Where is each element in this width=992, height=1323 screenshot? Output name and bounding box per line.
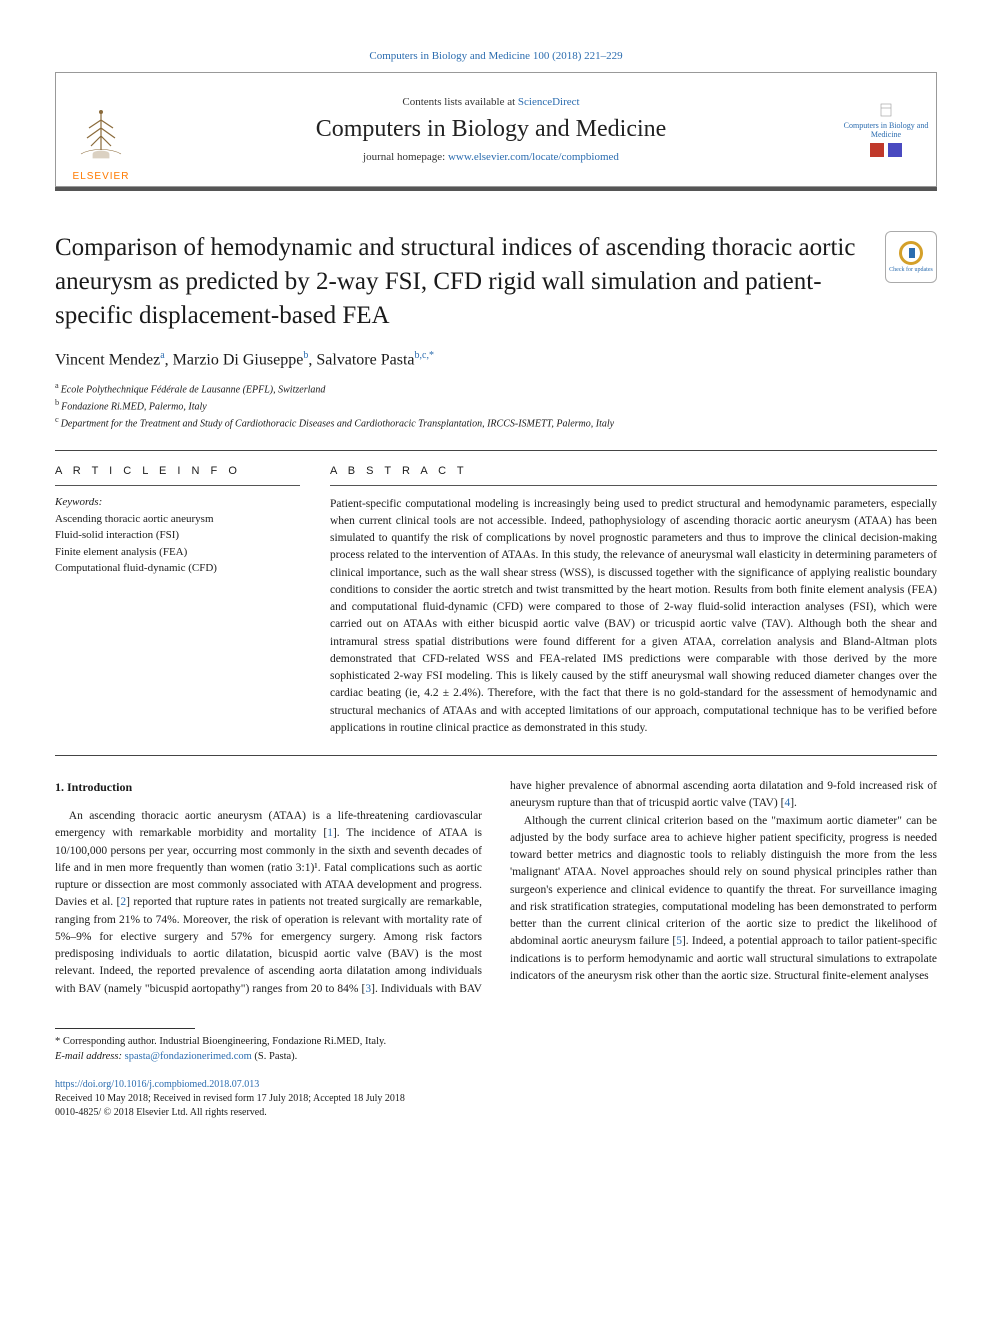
keywords-list: Ascending thoracic aortic aneurysm Fluid… xyxy=(55,511,300,577)
doi-link[interactable]: https://doi.org/10.1016/j.compbiomed.201… xyxy=(55,1079,259,1090)
authors-line: Vincent Mendeza, Marzio Di Giuseppeb, Sa… xyxy=(55,350,937,369)
abstract-header: A B S T R A C T xyxy=(330,465,937,477)
affiliations: aEcole Polythechnique Fédérale de Lausan… xyxy=(55,380,937,432)
body-text: ]. xyxy=(790,797,797,809)
email-name-suffix: (S. Pasta). xyxy=(252,1051,298,1062)
abstract-text: Patient-specific computational modeling … xyxy=(330,496,937,738)
corresponding-author-line: * Corresponding author. Industrial Bioen… xyxy=(55,1035,937,1050)
author-name: Vincent Mendez xyxy=(55,352,160,369)
check-updates-label: Check for updates xyxy=(889,267,933,273)
affiliation-c: Department for the Treatment and Study o… xyxy=(61,419,614,430)
contents-available-line: Contents lists available at ScienceDirec… xyxy=(402,96,579,108)
journal-header-box: ELSEVIER Contents lists available at Sci… xyxy=(55,72,937,187)
email-label: E-mail address: xyxy=(55,1051,125,1062)
header-citation: Computers in Biology and Medicine 100 (2… xyxy=(55,50,937,62)
copyright-line: 0010-4825/ © 2018 Elsevier Ltd. All righ… xyxy=(55,1106,937,1120)
journal-name: Computers in Biology and Medicine xyxy=(316,116,667,143)
elsevier-name: ELSEVIER xyxy=(73,171,130,182)
body-paragraph: Although the current clinical criterion … xyxy=(510,813,937,986)
keywords-label: Keywords: xyxy=(55,496,300,508)
author-aff-sup: b,c,* xyxy=(415,350,434,361)
elsevier-tree-icon xyxy=(66,101,136,171)
divider xyxy=(55,485,300,486)
header-rule xyxy=(55,187,937,191)
footnote-rule xyxy=(55,1028,195,1029)
sciencedirect-link[interactable]: ScienceDirect xyxy=(518,96,580,108)
affiliation-a: Ecole Polythechnique Fédérale de Lausann… xyxy=(61,384,326,395)
received-line: Received 10 May 2018; Received in revise… xyxy=(55,1092,937,1106)
article-title: Comparison of hemodynamic and structural… xyxy=(55,231,865,332)
divider xyxy=(55,755,937,756)
cover-mini-icon xyxy=(870,143,884,157)
section-heading: 1. Introduction xyxy=(55,778,482,796)
check-updates-badge[interactable]: Check for updates xyxy=(885,231,937,283)
abstract-column: A B S T R A C T Patient-specific computa… xyxy=(330,465,937,738)
footer-block: https://doi.org/10.1016/j.compbiomed.201… xyxy=(55,1078,937,1120)
body-text: ] reported that rupture rates in patient… xyxy=(55,896,482,994)
journal-cover-mark-icon xyxy=(878,102,894,118)
cover-mini-icon xyxy=(888,143,902,157)
body-text: Although the current clinical criterion … xyxy=(510,815,937,948)
header-center: Contents lists available at ScienceDirec… xyxy=(146,73,836,186)
journal-homepage-link[interactable]: www.elsevier.com/locate/compbiomed xyxy=(448,151,619,163)
keyword-item: Computational fluid-dynamic (CFD) xyxy=(55,560,300,577)
corresponding-footnote: * Corresponding author. Industrial Bioen… xyxy=(55,1035,937,1064)
body-columns: 1. Introduction An ascending thoracic ao… xyxy=(55,778,937,998)
divider xyxy=(330,485,937,486)
author-name: , Salvatore Pasta xyxy=(308,352,414,369)
homepage-prefix: journal homepage: xyxy=(363,151,448,163)
journal-cover-thumb: Computers in Biology and Medicine xyxy=(836,73,936,186)
keyword-item: Fluid-solid interaction (FSI) xyxy=(55,527,300,544)
affiliation-b: Fondazione Ri.MED, Palermo, Italy xyxy=(61,401,207,412)
journal-cover-icons xyxy=(870,143,902,157)
contents-prefix: Contents lists available at xyxy=(402,96,517,108)
article-info-column: A R T I C L E I N F O Keywords: Ascendin… xyxy=(55,465,300,738)
author-name: , Marzio Di Giuseppe xyxy=(165,352,304,369)
keyword-item: Finite element analysis (FEA) xyxy=(55,544,300,561)
divider xyxy=(55,450,937,451)
keyword-item: Ascending thoracic aortic aneurysm xyxy=(55,511,300,528)
article-info-header: A R T I C L E I N F O xyxy=(55,465,300,477)
author-email-link[interactable]: spasta@fondazionerimed.com xyxy=(125,1051,252,1062)
elsevier-logo-block: ELSEVIER xyxy=(56,73,146,186)
journal-cover-text: Computers in Biology and Medicine xyxy=(842,122,930,140)
check-updates-icon xyxy=(899,241,923,265)
journal-homepage-line: journal homepage: www.elsevier.com/locat… xyxy=(363,151,619,163)
